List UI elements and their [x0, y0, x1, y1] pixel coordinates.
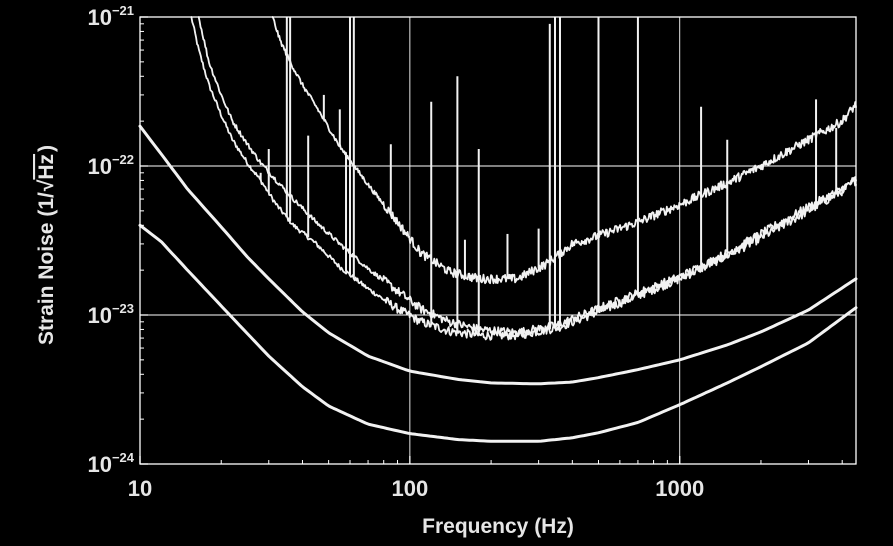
series-3	[271, 16, 857, 285]
series-layer	[138, 16, 858, 443]
series-4	[138, 124, 858, 386]
y-axis-title-prefix: Strain Noise (1/	[35, 192, 58, 345]
x-tick-label: 10	[128, 476, 152, 501]
y-tick-label: 10−21	[87, 3, 134, 30]
series-2-line	[197, 16, 857, 338]
grid-lines	[140, 17, 856, 464]
x-tick-label: 1000	[655, 476, 704, 501]
tick-marks	[139, 16, 843, 465]
series-3-line	[271, 16, 857, 285]
plot-frame	[139, 16, 857, 465]
series-1	[190, 16, 857, 341]
sqrt-symbol: √	[35, 179, 58, 191]
y-axis-title: Strain Noise (1/√Hz)	[35, 145, 58, 345]
y-tick-label: 10−23	[87, 301, 134, 328]
series-4-line	[138, 124, 858, 386]
x-axis-title: Frequency (Hz)	[422, 515, 574, 538]
x-tick-label: 100	[392, 476, 429, 501]
series-5	[138, 223, 858, 443]
y-tick-label: 10−22	[87, 152, 134, 179]
tick-labels: 10 100 1000 10−24 10−23 10−22 10−21	[87, 3, 704, 501]
series-2	[197, 16, 857, 338]
y-tick-label: 10−24	[87, 450, 134, 477]
svg-text:Strain Noise (1/√Hz): Strain Noise (1/√Hz)	[35, 145, 58, 345]
series-5-line	[138, 223, 858, 443]
y-axis-title-radicand: Hz	[35, 154, 58, 180]
y-axis-title-suffix: )	[35, 145, 58, 152]
